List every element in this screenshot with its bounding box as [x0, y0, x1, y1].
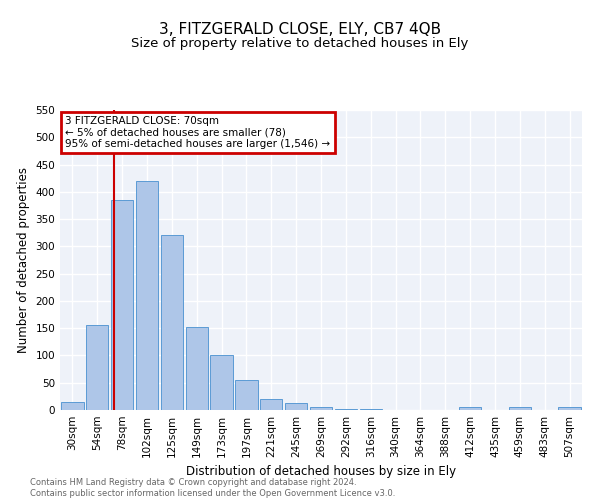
Bar — [211, 356, 233, 410]
Bar — [161, 236, 183, 410]
Bar — [136, 181, 158, 410]
Text: 3, FITZGERALD CLOSE, ELY, CB7 4QB: 3, FITZGERALD CLOSE, ELY, CB7 4QB — [159, 22, 441, 38]
Bar — [459, 408, 481, 410]
Bar — [86, 326, 109, 410]
Bar — [111, 200, 133, 410]
Bar — [335, 409, 357, 410]
Bar — [235, 380, 257, 410]
Text: Size of property relative to detached houses in Ely: Size of property relative to detached ho… — [131, 38, 469, 51]
Bar — [61, 402, 83, 410]
Text: 3 FITZGERALD CLOSE: 70sqm
← 5% of detached houses are smaller (78)
95% of semi-d: 3 FITZGERALD CLOSE: 70sqm ← 5% of detach… — [65, 116, 331, 149]
Bar — [285, 404, 307, 410]
Bar — [260, 399, 283, 410]
Bar — [310, 408, 332, 410]
Text: Contains HM Land Registry data © Crown copyright and database right 2024.
Contai: Contains HM Land Registry data © Crown c… — [30, 478, 395, 498]
Bar — [559, 408, 581, 410]
Bar — [509, 408, 531, 410]
X-axis label: Distribution of detached houses by size in Ely: Distribution of detached houses by size … — [186, 466, 456, 478]
Bar — [185, 327, 208, 410]
Y-axis label: Number of detached properties: Number of detached properties — [17, 167, 30, 353]
